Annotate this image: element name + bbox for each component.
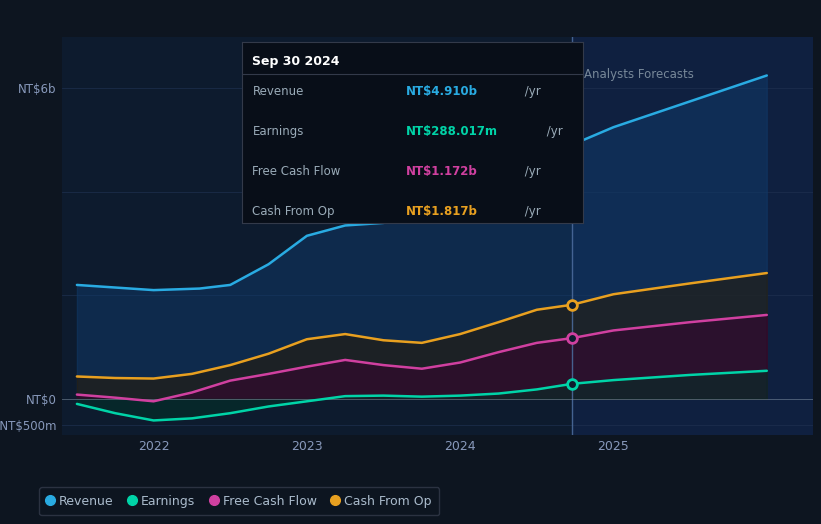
Text: Cash From Op: Cash From Op bbox=[252, 205, 335, 217]
Text: NT$4.910b: NT$4.910b bbox=[406, 85, 478, 99]
Text: /yr: /yr bbox=[521, 85, 540, 99]
Text: NT$1.172b: NT$1.172b bbox=[406, 165, 478, 178]
Text: /yr: /yr bbox=[521, 165, 540, 178]
Legend: Revenue, Earnings, Free Cash Flow, Cash From Op: Revenue, Earnings, Free Cash Flow, Cash … bbox=[39, 487, 439, 515]
Text: /yr: /yr bbox=[521, 205, 540, 217]
Text: NT$1.817b: NT$1.817b bbox=[406, 205, 478, 217]
Text: Revenue: Revenue bbox=[252, 85, 304, 99]
Text: Sep 30 2024: Sep 30 2024 bbox=[252, 54, 340, 68]
Text: Analysts Forecasts: Analysts Forecasts bbox=[585, 68, 695, 81]
Text: NT$288.017m: NT$288.017m bbox=[406, 125, 498, 138]
Text: Past: Past bbox=[535, 68, 560, 81]
Bar bbox=[572, 37, 813, 435]
Text: Earnings: Earnings bbox=[252, 125, 304, 138]
Text: Free Cash Flow: Free Cash Flow bbox=[252, 165, 341, 178]
Text: /yr: /yr bbox=[543, 125, 563, 138]
